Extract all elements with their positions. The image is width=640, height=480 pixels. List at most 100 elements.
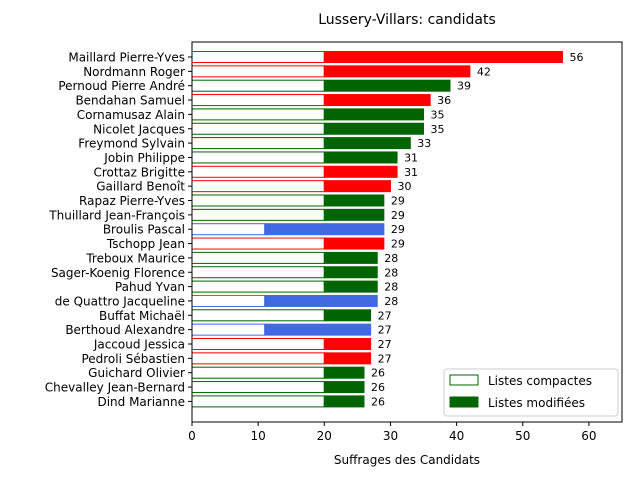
value-label: 26 [371, 381, 385, 394]
value-label: 28 [384, 266, 398, 279]
bar-modifiees [323, 395, 365, 408]
value-label: 28 [384, 281, 398, 294]
bar-modifiees [264, 294, 378, 307]
value-label: 31 [404, 151, 418, 164]
bar-compactes [191, 94, 325, 107]
category-label: Berthoud Alexandre [65, 323, 185, 337]
category-label: Broulis Pascal [103, 223, 185, 237]
value-label: 28 [384, 295, 398, 308]
bar-modifiees [323, 338, 372, 350]
legend-swatch-compactes [449, 374, 479, 386]
bar-compactes [191, 280, 325, 293]
bar-compactes [191, 51, 325, 63]
bar-modifiees [323, 237, 385, 250]
x-tick-label: 30 [383, 429, 398, 443]
value-label: 27 [378, 352, 392, 365]
x-tick-label: 10 [251, 429, 266, 443]
bar-modifiees [323, 309, 372, 322]
bar-modifiees [323, 280, 378, 293]
bar-modifiees [264, 223, 385, 236]
value-label: 39 [457, 80, 471, 93]
category-label: Cornamusaz Alain [77, 108, 185, 122]
value-label: 30 [397, 180, 411, 193]
labels-layer: 56 Maillard Pierre-Yves 42 Nordmann Roger 39… [45, 51, 584, 409]
category-label: Pedroli Sébastien [81, 352, 185, 366]
bar-modifiees [264, 323, 372, 336]
bar-modifiees [323, 366, 365, 379]
value-label: 27 [378, 324, 392, 337]
bar-modifiees [323, 108, 425, 121]
x-tick-label: 20 [317, 429, 332, 443]
category-label: Bendahan Samuel [75, 94, 185, 108]
bar-compactes [191, 122, 325, 135]
bar-compactes [191, 151, 325, 164]
category-label: Jaccoud Jessica [93, 338, 185, 352]
bar-compactes [191, 165, 325, 178]
value-label: 36 [437, 94, 451, 107]
value-label: 29 [391, 238, 405, 251]
value-label: 29 [391, 223, 405, 236]
bar-modifiees [323, 165, 398, 178]
bar-modifiees [323, 79, 451, 92]
bar-modifiees [323, 137, 411, 150]
value-label: 29 [391, 209, 405, 222]
category-label: Dind Marianne [97, 395, 185, 409]
bar-modifiees [323, 251, 378, 264]
value-label: 56 [569, 51, 583, 64]
bar-compactes [191, 223, 266, 236]
category-label: Tschopp Jean [106, 237, 185, 251]
bar-compactes [191, 208, 325, 221]
bar-compactes [191, 381, 325, 394]
legend-frame [443, 368, 619, 417]
value-label: 26 [371, 395, 385, 408]
category-label: de Quattro Jacqueline [55, 294, 185, 308]
bar-compactes [191, 294, 266, 307]
bar-compactes [191, 194, 325, 207]
value-label: 27 [378, 338, 392, 351]
legend: Listes compactes Listes modifiées [443, 368, 619, 417]
bars-layer [191, 51, 563, 408]
bar-modifiees [323, 266, 378, 279]
bar-compactes [191, 338, 325, 350]
category-label: Jobin Philippe [103, 151, 185, 165]
bar-compactes [191, 137, 325, 150]
bar-compactes [191, 237, 325, 250]
bar-compactes [191, 309, 325, 322]
bar-compactes [191, 65, 325, 78]
category-label: Nordmann Roger [83, 65, 185, 79]
bar-modifiees [323, 208, 385, 221]
value-label: 29 [391, 195, 405, 208]
value-label: 26 [371, 367, 385, 380]
bar-modifiees [323, 94, 431, 107]
bar-compactes [191, 108, 325, 121]
bar-compactes [191, 266, 325, 279]
category-label: Gaillard Benoît [96, 180, 185, 194]
bar-compactes [191, 395, 325, 408]
category-label: Pernoud Pierre André [58, 79, 185, 93]
category-label: Buffat Michaël [99, 309, 185, 323]
bar-compactes [191, 79, 325, 92]
category-label: Freymond Sylvain [78, 137, 185, 151]
plot-frame [191, 41, 623, 423]
category-label: Pahud Yvan [115, 280, 185, 294]
bar-compactes [191, 352, 325, 365]
value-label: 33 [417, 137, 431, 150]
x-axis-title: Suffrages des Candidats [334, 453, 480, 467]
category-label: Crottaz Brigitte [93, 165, 185, 179]
bar-modifiees [323, 122, 425, 135]
value-label: 35 [431, 108, 445, 121]
legend-label-modifiees: Listes modifiées [488, 396, 585, 410]
value-label: 35 [431, 123, 445, 136]
category-label: Chevalley Jean-Bernard [45, 381, 185, 395]
bar-modifiees [323, 151, 398, 164]
legend-label-compactes: Listes compactes [488, 374, 592, 388]
category-label: Treboux Maurice [85, 251, 185, 265]
axes-layer: 0 10 20 30 40 50 60 [188, 41, 623, 443]
bar-modifiees [323, 194, 385, 207]
bar-modifiees [323, 65, 471, 78]
x-tick-label: 50 [515, 429, 530, 443]
bar-compactes [191, 323, 266, 336]
category-label: Maillard Pierre-Yves [68, 51, 185, 65]
